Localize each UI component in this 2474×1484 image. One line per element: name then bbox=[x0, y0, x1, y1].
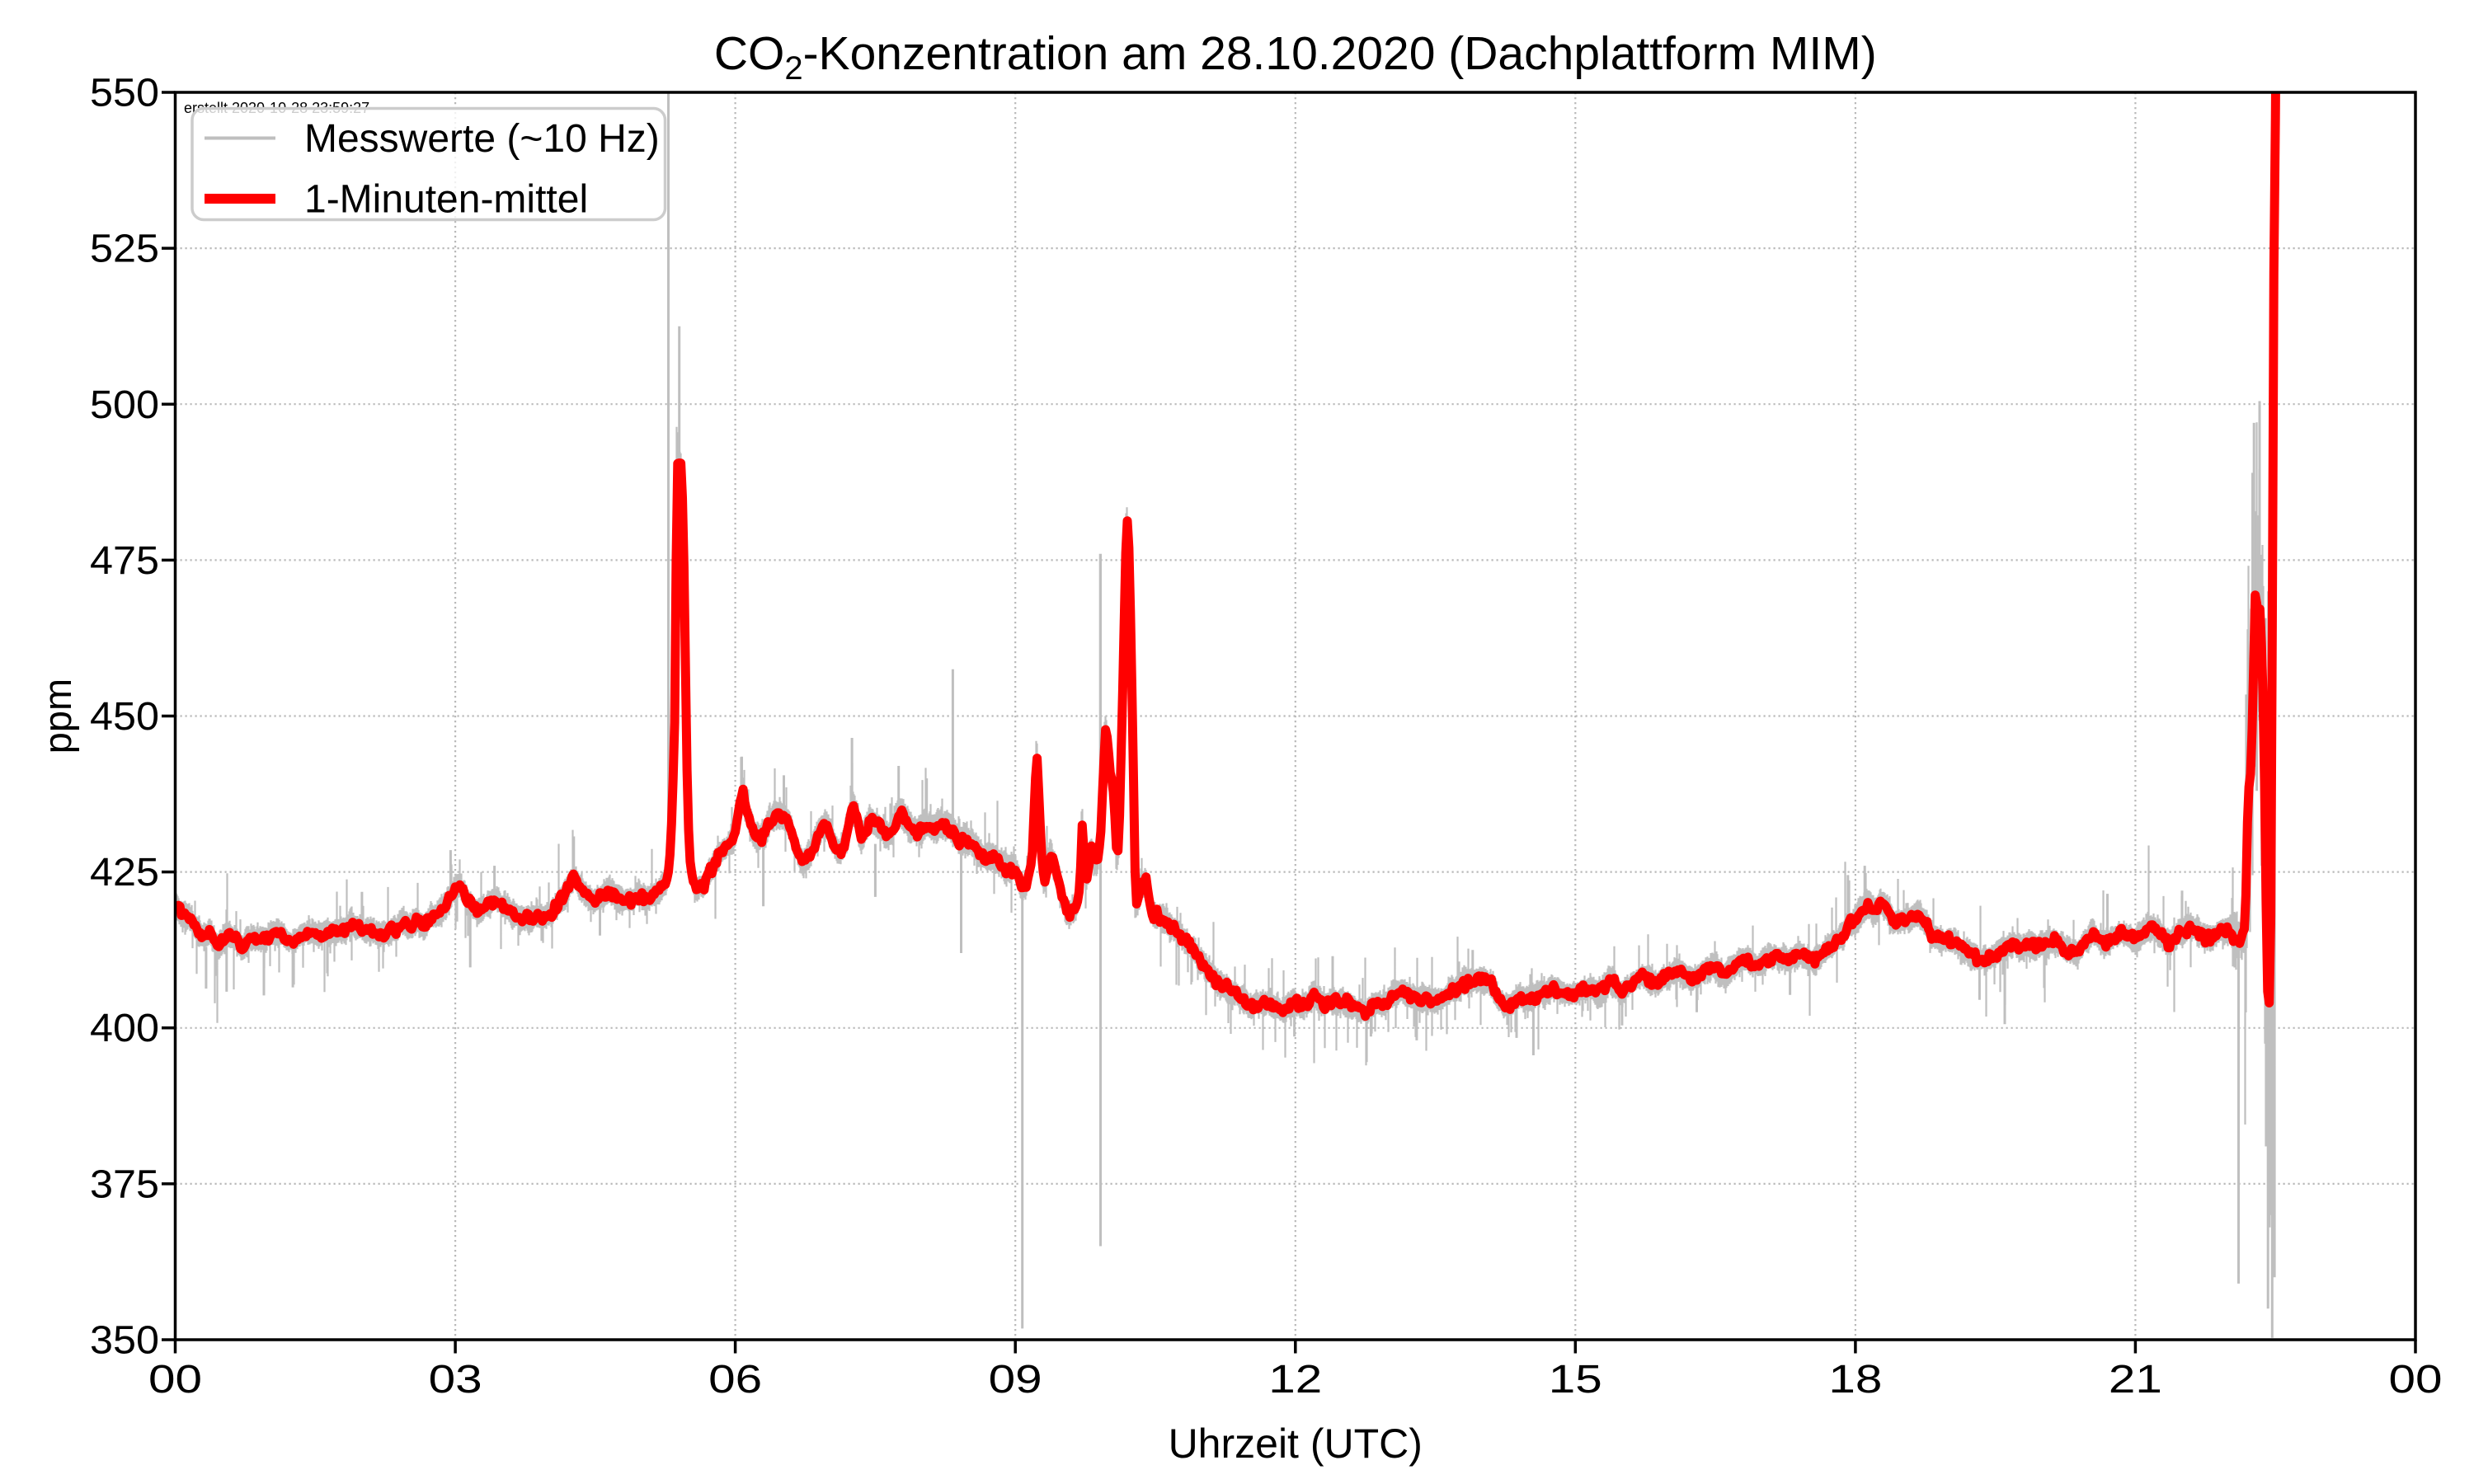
svg-text:550: 550 bbox=[90, 72, 159, 115]
svg-text:CO2-Konzentration am 28.10.202: CO2-Konzentration am 28.10.2020 (Dachpla… bbox=[714, 27, 1877, 87]
svg-text:1-Minuten-mittel: 1-Minuten-mittel bbox=[304, 178, 588, 222]
svg-text:09: 09 bbox=[989, 1358, 1042, 1402]
svg-text:12: 12 bbox=[1268, 1358, 1322, 1402]
svg-text:00: 00 bbox=[2389, 1358, 2443, 1402]
svg-text:21: 21 bbox=[2109, 1358, 2162, 1402]
svg-text:ppm: ppm bbox=[35, 679, 79, 754]
svg-text:350: 350 bbox=[90, 1319, 159, 1363]
svg-text:425: 425 bbox=[90, 851, 159, 895]
svg-text:400: 400 bbox=[90, 1007, 159, 1050]
svg-text:525: 525 bbox=[90, 228, 159, 271]
svg-text:475: 475 bbox=[90, 539, 159, 583]
svg-text:Messwerte (~10 Hz): Messwerte (~10 Hz) bbox=[304, 117, 660, 161]
svg-text:375: 375 bbox=[90, 1162, 159, 1206]
svg-text:15: 15 bbox=[1549, 1358, 1602, 1402]
svg-text:18: 18 bbox=[1828, 1358, 1882, 1402]
svg-text:500: 500 bbox=[90, 383, 159, 427]
svg-text:06: 06 bbox=[708, 1358, 762, 1402]
svg-text:03: 03 bbox=[429, 1358, 482, 1402]
svg-text:450: 450 bbox=[90, 695, 159, 739]
svg-text:Uhrzeit (UTC): Uhrzeit (UTC) bbox=[1169, 1421, 1423, 1467]
svg-text:00: 00 bbox=[148, 1358, 202, 1402]
